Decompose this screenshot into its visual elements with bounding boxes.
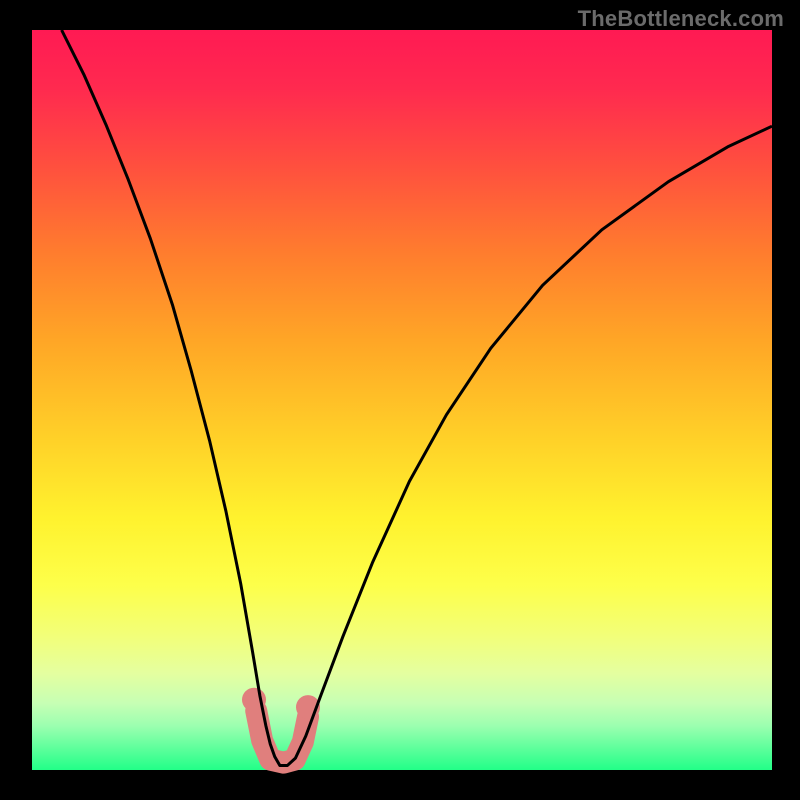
watermark-text: TheBottleneck.com [578, 6, 784, 32]
curve-layer [32, 30, 772, 770]
plot-area [32, 30, 772, 770]
bottleneck-curve [62, 30, 772, 766]
chart-canvas: TheBottleneck.com [0, 0, 800, 800]
